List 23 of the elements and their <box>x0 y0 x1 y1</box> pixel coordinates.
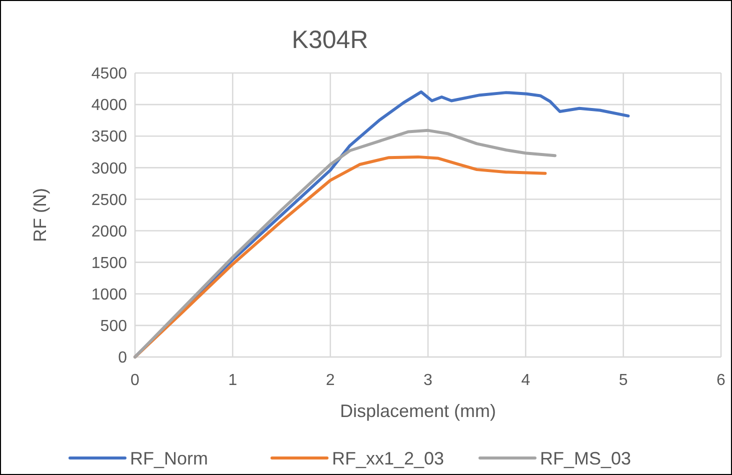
y-tick-label: 1500 <box>91 254 128 272</box>
y-tick-label: 3500 <box>91 128 128 146</box>
y-tick-label: 1000 <box>91 286 128 304</box>
chart-title: K304R <box>292 26 368 54</box>
x-tick-label: 5 <box>618 372 628 389</box>
legend-label: RF_xx1_2_03 <box>332 448 444 468</box>
y-tick-label: 4000 <box>91 97 128 114</box>
y-tick-label: 500 <box>100 318 128 336</box>
x-axis-title: Displacement (mm) <box>340 401 496 421</box>
x-tick-label: 2 <box>326 372 335 389</box>
y-tick-label: 3000 <box>91 160 128 178</box>
legend-label: RF_MS_03 <box>540 448 632 468</box>
y-tick-label: 2500 <box>91 192 128 209</box>
y-tick-label: 4500 <box>91 66 128 83</box>
y-tick-label: 0 <box>118 350 128 367</box>
x-tick-label: 4 <box>521 372 530 389</box>
x-tick-label: 1 <box>228 372 238 389</box>
legend-label: RF_Norm <box>130 448 208 468</box>
y-axis-title: RF (N) <box>30 188 50 242</box>
x-tick-label: 0 <box>130 372 140 389</box>
x-tick-label: 6 <box>716 372 726 389</box>
x-tick-label: 3 <box>424 372 433 389</box>
y-tick-label: 2000 <box>91 223 128 240</box>
